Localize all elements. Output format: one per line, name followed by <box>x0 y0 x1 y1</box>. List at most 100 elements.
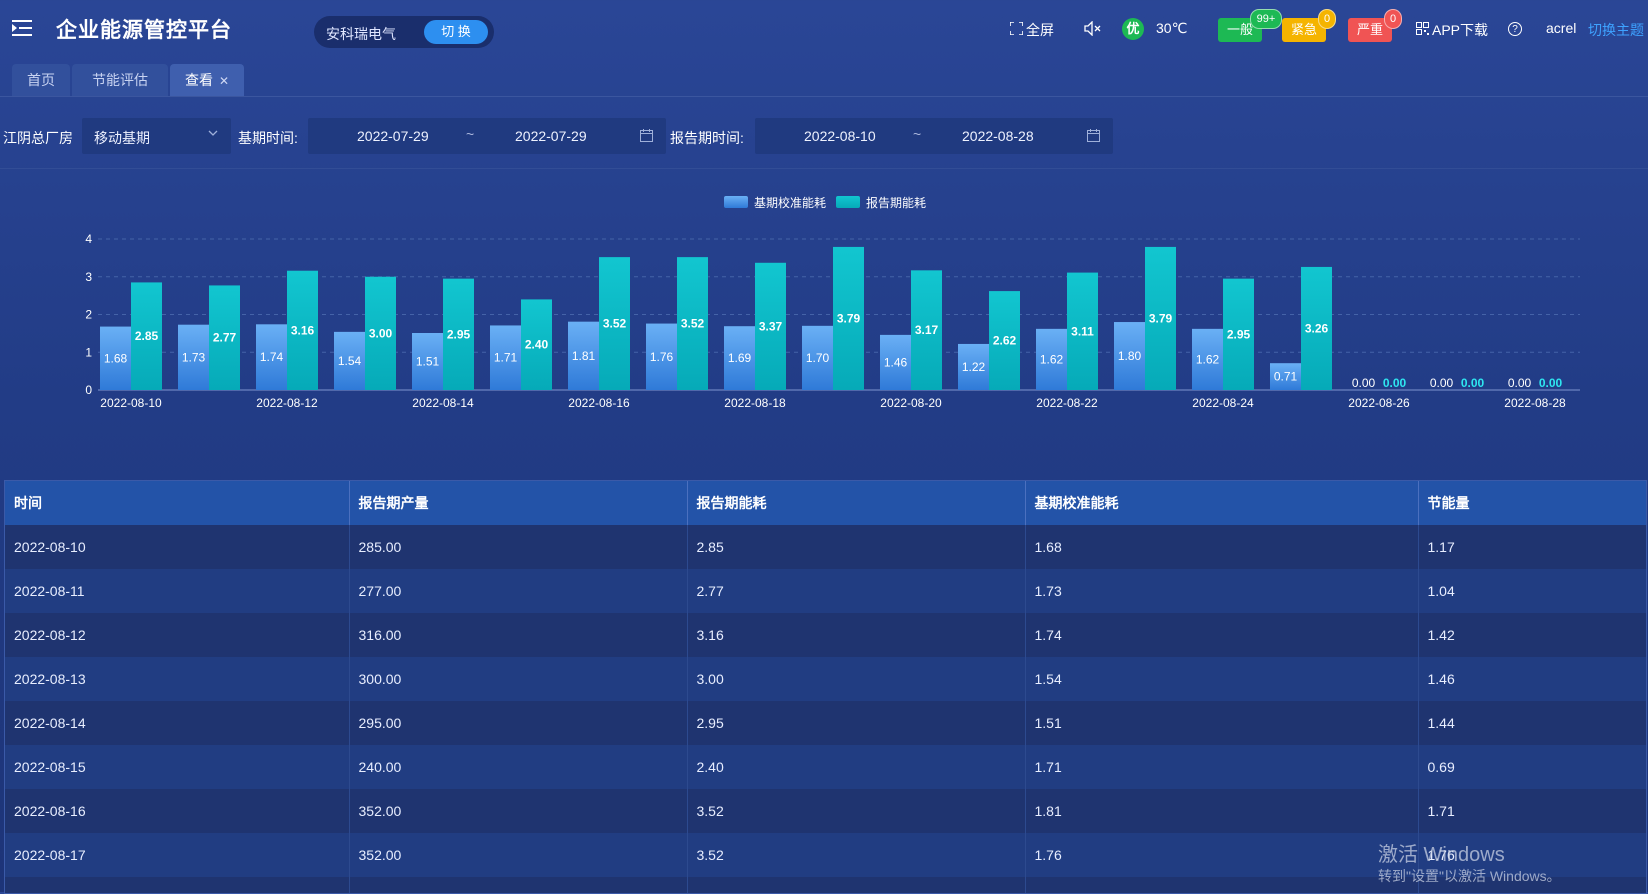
tab-energy-evaluation[interactable]: 节能评估 <box>72 64 168 96</box>
legend-label-baseline: 基期校准能耗 <box>754 195 826 210</box>
bar-report <box>131 282 162 390</box>
fullscreen-icon[interactable] <box>1010 22 1023 35</box>
tab-view[interactable]: 查看 ✕ <box>170 64 244 96</box>
table-cell: 1.76 <box>1025 833 1419 877</box>
data-label-report: 3.11 <box>1071 324 1094 338</box>
legend-swatch-report <box>836 196 860 208</box>
data-label-baseline: 1.73 <box>182 350 206 364</box>
tab-home[interactable]: 首页 <box>12 64 70 96</box>
y-tick-label: 2 <box>85 308 92 322</box>
table-cell: 316.00 <box>349 613 688 657</box>
bar-report <box>989 291 1020 390</box>
tab-home-label: 首页 <box>27 72 55 88</box>
windows-activation-watermark-title: 激活 Windows <box>1378 844 1505 866</box>
qr-code-icon[interactable] <box>1416 22 1429 35</box>
energy-chart: 基期校准能耗 报告期能耗 0 1 2 3 4 1.68 2.85 1.73 2.77 1.74 3.16… <box>0 170 1648 430</box>
data-label-report: 0.00 <box>1539 376 1563 390</box>
data-label-baseline: 0.71 <box>1274 370 1298 384</box>
energy-table: 时间 报告期产量 报告期能耗 基期校准能耗 节能量 2022-08-10 285.… <box>4 480 1647 894</box>
table-row: 2022-08-11 277.00 2.77 1.73 1.04 <box>5 569 1646 613</box>
table-cell: 3.00 <box>687 657 1026 701</box>
table-cell: 2.85 <box>687 525 1026 569</box>
baseline-end-date[interactable]: 2022-07-29 <box>515 128 587 144</box>
baseline-date-range[interactable]: 2022-07-29 ~ 2022-07-29 <box>308 118 666 154</box>
table-cell: 3.16 <box>687 613 1026 657</box>
data-label-report: 0.00 <box>1461 376 1485 390</box>
bar-baseline <box>724 326 755 390</box>
table-cell: 1.42 <box>1418 613 1646 657</box>
data-label-report: 2.77 <box>213 331 237 345</box>
x-tick-label: 2022-08-24 <box>1192 396 1254 410</box>
bar-report <box>287 270 318 390</box>
table-cell: 2022-08-15 <box>5 745 350 789</box>
table-cell: 2022-08-17 <box>5 833 350 877</box>
table-cell: 1.74 <box>1025 613 1419 657</box>
app-download-link[interactable]: APP下载 <box>1432 22 1489 38</box>
report-start-date[interactable]: 2022-08-10 <box>804 128 876 144</box>
data-label-report: 3.79 <box>837 311 861 325</box>
data-label-report: 2.40 <box>525 338 549 352</box>
table-row: 2022-08-13 300.00 3.00 1.54 1.46 <box>5 657 1646 701</box>
report-end-date[interactable]: 2022-08-28 <box>962 128 1034 144</box>
table-cell: 277.00 <box>349 569 688 613</box>
bar-baseline <box>178 324 209 390</box>
air-quality-badge: 优 <box>1122 18 1144 40</box>
table-cell: 0.69 <box>1418 745 1646 789</box>
fullscreen-button[interactable]: 全屏 <box>1026 22 1054 38</box>
table-cell: 2.77 <box>687 569 1026 613</box>
app-title: 企业能源管控平台 <box>56 19 232 42</box>
data-label-report: 3.17 <box>915 323 939 337</box>
alarm-urgent-label: 紧急 <box>1290 22 1317 37</box>
x-tick-label: 2022-08-10 <box>100 396 162 410</box>
data-label-report: 2.85 <box>135 329 159 343</box>
bar-baseline <box>100 326 131 390</box>
switch-theme-link[interactable]: 切换主题 <box>1588 22 1644 38</box>
help-icon[interactable]: ? <box>1508 22 1522 36</box>
table-cell: 1.81 <box>1025 789 1419 833</box>
data-label-report: 3.79 <box>1149 311 1173 325</box>
table-header-row: 时间 报告期产量 报告期能耗 基期校准能耗 节能量 <box>5 481 1646 525</box>
data-label-report: 3.16 <box>291 323 315 337</box>
table-row: 2022-08-10 285.00 2.85 1.68 1.17 <box>5 525 1646 569</box>
bar-baseline <box>1192 328 1223 390</box>
data-label-baseline: 0.00 <box>1508 376 1532 390</box>
table-cell: 3.52 <box>687 789 1026 833</box>
bar-report <box>833 246 864 390</box>
alarm-serious-count: 0 <box>1384 9 1402 29</box>
bar-baseline <box>802 325 833 390</box>
table-cell: 240.00 <box>349 745 688 789</box>
table-cell: 285.00 <box>349 525 688 569</box>
filter-divider <box>0 168 1648 169</box>
baseline-start-date[interactable]: 2022-07-29 <box>357 128 429 144</box>
table-cell: 2.40 <box>687 745 1026 789</box>
bar-baseline <box>256 324 287 390</box>
close-icon[interactable]: ✕ <box>218 74 230 88</box>
data-label-report: 3.26 <box>1305 321 1329 335</box>
user-name[interactable]: acrel <box>1546 20 1577 36</box>
menu-fold-icon[interactable] <box>12 19 32 37</box>
table-cell: 1.68 <box>1418 877 1646 893</box>
baseline-type-select[interactable]: 移动基期 <box>82 118 231 154</box>
alarm-serious-label: 严重 <box>1356 22 1383 37</box>
report-date-range[interactable]: 2022-08-10 ~ 2022-08-28 <box>755 118 1113 154</box>
x-tick-label: 2022-08-12 <box>256 396 318 410</box>
data-label-baseline: 1.62 <box>1040 352 1064 366</box>
table-cell: 2022-08-10 <box>5 525 350 569</box>
bar-report <box>1301 266 1332 390</box>
alarm-serious-button[interactable]: 严重 <box>1348 18 1392 42</box>
table-cell: 2022-08-18 <box>5 877 350 893</box>
bar-report <box>1223 278 1254 390</box>
mute-icon[interactable] <box>1084 21 1101 36</box>
switch-company-button[interactable]: 切 换 <box>424 20 488 44</box>
y-tick-label: 4 <box>85 232 92 246</box>
bar-baseline <box>1270 363 1301 390</box>
alarm-urgent-count: 0 <box>1318 9 1336 29</box>
legend-label-report: 报告期能耗 <box>866 195 926 210</box>
company-name: 安科瑞电气 <box>326 26 396 42</box>
calendar-icon <box>1087 129 1100 142</box>
table-row: 2022-08-12 316.00 3.16 1.74 1.42 <box>5 613 1646 657</box>
table-cell: 3.37 <box>687 877 1026 893</box>
table-cell: 1.46 <box>1418 657 1646 701</box>
column-header-energy-saving: 节能量 <box>1418 481 1646 525</box>
alarm-urgent-button[interactable]: 紧急 <box>1282 18 1326 42</box>
